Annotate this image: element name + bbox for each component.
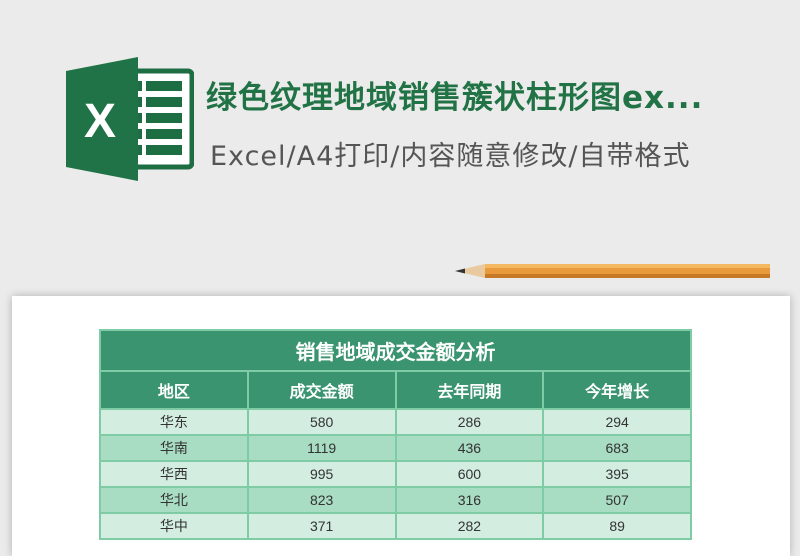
cell: 371 <box>246 512 397 540</box>
cell: 89 <box>542 512 692 540</box>
table-row: 华西 995 600 395 <box>99 460 692 488</box>
table-row: 华北 823 316 507 <box>99 486 692 514</box>
cell: 华北 <box>99 486 249 514</box>
svg-text:X: X <box>84 95 116 148</box>
cell: 华西 <box>99 460 249 488</box>
column-header-last-year: 去年同期 <box>394 370 545 410</box>
table-row: 华东 580 286 294 <box>99 408 692 436</box>
column-header-amount: 成交金额 <box>246 370 397 410</box>
table-title: 销售地域成交金额分析 <box>99 329 692 372</box>
table-row: 华中 371 282 89 <box>99 512 692 540</box>
cell: 316 <box>394 486 545 514</box>
cell: 294 <box>542 408 692 436</box>
pencil-icon <box>455 264 770 278</box>
cell: 436 <box>394 434 545 462</box>
cell: 1119 <box>246 434 397 462</box>
table-row: 华南 1119 436 683 <box>99 434 692 462</box>
cell: 华中 <box>99 512 249 540</box>
cell: 282 <box>394 512 545 540</box>
column-header-region: 地区 <box>99 370 249 410</box>
cell: 507 <box>542 486 692 514</box>
sales-table: 销售地域成交金额分析 地区 成交金额 去年同期 今年增长 华东 580 286 294… <box>99 329 692 540</box>
cell: 华东 <box>99 408 249 436</box>
cell: 995 <box>246 460 397 488</box>
cell: 395 <box>542 460 692 488</box>
column-header-growth: 今年增长 <box>542 370 692 410</box>
cell: 286 <box>394 408 545 436</box>
cell: 580 <box>246 408 397 436</box>
cell: 823 <box>246 486 397 514</box>
page-subtitle: Excel/A4打印/内容随意修改/自带格式 <box>210 141 691 172</box>
cell: 华南 <box>99 434 249 462</box>
cell: 683 <box>542 434 692 462</box>
page-title: 绿色纹理地域销售簇状柱形图ex... <box>206 80 704 116</box>
excel-logo-icon: X <box>66 57 194 181</box>
cell: 600 <box>394 460 545 488</box>
